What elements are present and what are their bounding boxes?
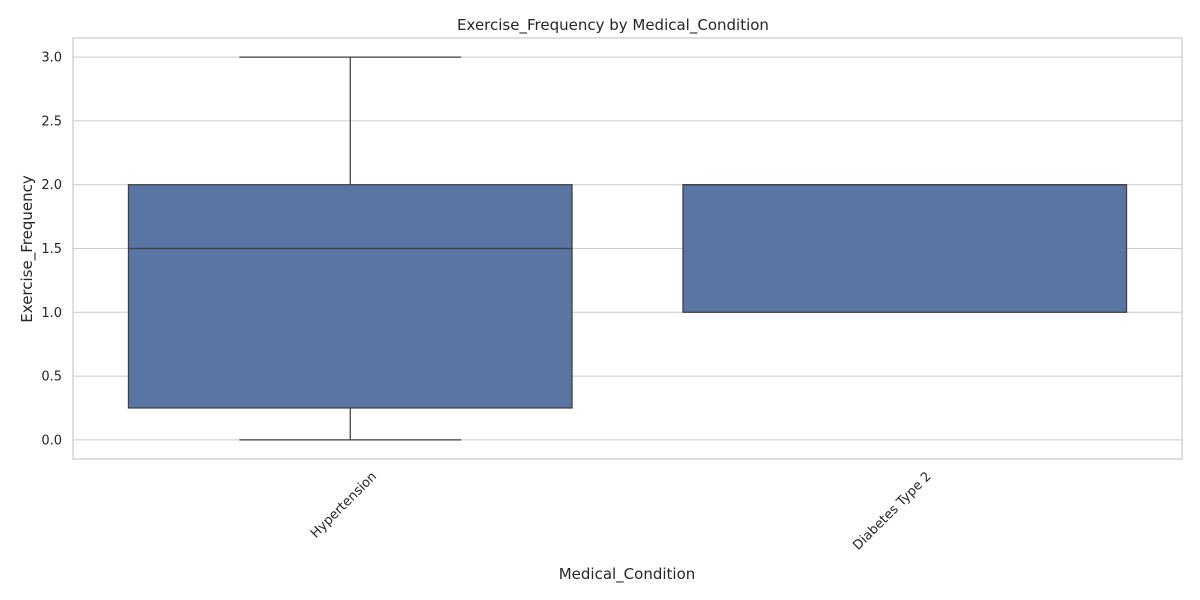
plot-frame: [72, 37, 1183, 460]
y-tick-label: 1.0: [41, 306, 62, 321]
x-tick-label: Diabetes Type 2: [850, 469, 934, 553]
y-axis-label: Exercise_Frequency: [18, 175, 37, 323]
chart-title: Exercise_Frequency by Medical_Condition: [457, 16, 769, 35]
y-tick-label: 2.0: [41, 178, 62, 193]
box-diabetes-type-2: [682, 184, 1128, 313]
y-tick-label: 2.5: [41, 114, 62, 129]
x-axis-label: Medical_Condition: [559, 565, 696, 584]
y-tick-label: 1.5: [41, 242, 62, 257]
x-tick-label: Hypertension: [308, 469, 380, 541]
box-hypertension: [127, 184, 573, 409]
y-tick-label: 3.0: [41, 51, 62, 66]
plot-area: [72, 37, 1183, 460]
y-tick-label: 0.5: [41, 370, 62, 385]
y-tick-label: 0.0: [41, 433, 62, 448]
